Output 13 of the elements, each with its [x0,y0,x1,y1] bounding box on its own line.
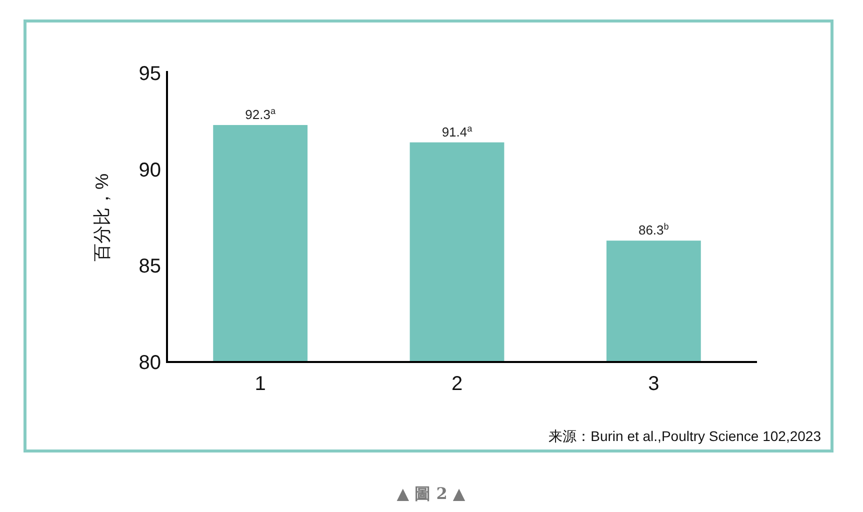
y-tick-label: 85 [138,256,161,278]
x-tick-label: 1 [254,373,266,395]
data-label: 91.4$^{a}$ [442,123,474,140]
y-tick-label: 90 [138,159,161,182]
x-tick-label: 3 [648,373,660,395]
y-tick-label: 80 [138,352,161,374]
y-tick-label: 95 [138,63,161,85]
source-note: 来源：Burin et al.,Poultry Science 102,2023 [548,428,822,444]
x-tick-label: 2 [451,373,463,395]
text: ▲ 圖 2 ▲ [396,484,466,503]
data-label: 86.3$^{b}$ [638,222,669,238]
y-axis-title: 百分比，% [92,173,112,262]
data-label: 92.3$^{a}$ [245,106,276,122]
